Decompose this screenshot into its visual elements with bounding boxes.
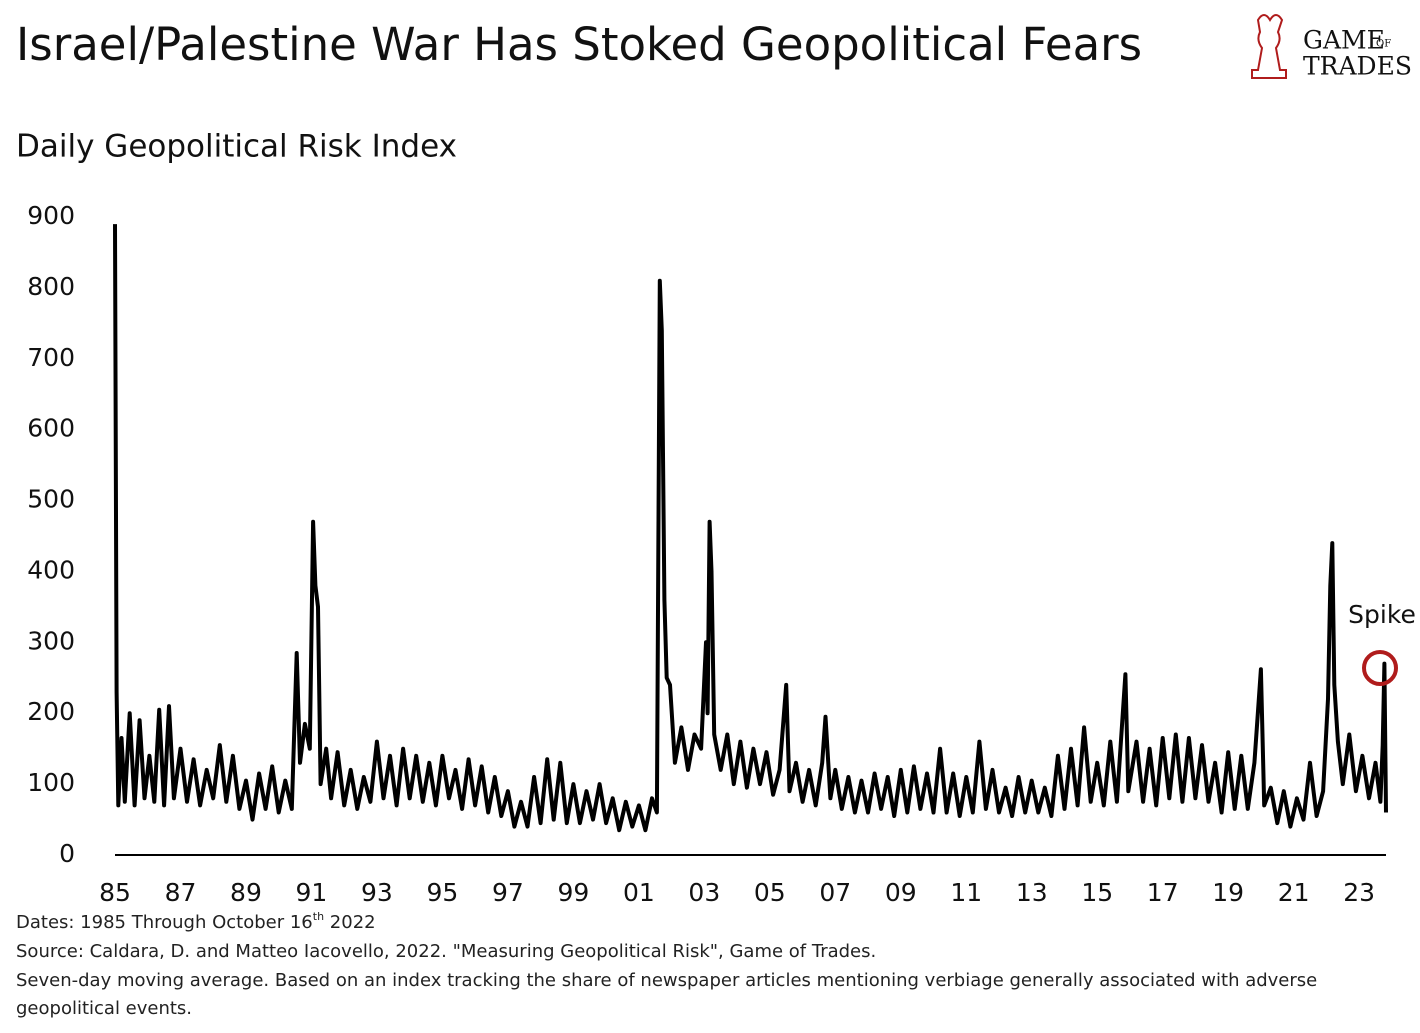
y-tick-label: 800 xyxy=(27,272,75,301)
y-tick-label: 100 xyxy=(27,768,75,797)
x-tick-label: 91 xyxy=(296,878,328,907)
x-tick-label: 13 xyxy=(1016,878,1048,907)
y-tick-label: 900 xyxy=(27,201,75,230)
data-line xyxy=(113,224,1388,833)
chart-subtitle: Daily Geopolitical Risk Index xyxy=(16,129,457,165)
logo-text: TRADES xyxy=(1303,52,1412,81)
x-tick-label: 01 xyxy=(623,878,655,907)
x-tick-label: 05 xyxy=(754,878,786,907)
x-tick-label: 21 xyxy=(1278,878,1310,907)
footnote: Dates: 1985 Through October 16th 2022 xyxy=(16,910,376,933)
x-tick-label: 99 xyxy=(557,878,589,907)
x-tick-label: 07 xyxy=(819,878,851,907)
logo-text: GAME xyxy=(1303,26,1385,55)
x-tick-label: 11 xyxy=(950,878,982,907)
y-tick-label: 700 xyxy=(27,343,75,372)
logo-icon xyxy=(1251,14,1287,79)
x-tick-label: 17 xyxy=(1147,878,1179,907)
annotation: Spike xyxy=(1348,600,1416,629)
footnote: Seven-day moving average. Based on an in… xyxy=(16,970,1317,991)
footnote: geopolitical events. xyxy=(16,998,192,1019)
x-tick-label: 09 xyxy=(885,878,917,907)
y-tick-label: 300 xyxy=(27,626,75,655)
logo: GAME OF TRADES xyxy=(1251,14,1412,81)
x-tick-label: 85 xyxy=(99,878,131,907)
footnote: Source: Caldara, D. and Matteo Iacovello… xyxy=(16,941,876,962)
chart-title: Israel/Palestine War Has Stoked Geopolit… xyxy=(16,18,1142,71)
x-tick-label: 95 xyxy=(427,878,459,907)
x-tick-label: 89 xyxy=(230,878,262,907)
footnote-part: Dates: 1985 Through October 16 xyxy=(16,912,313,933)
y-tick-label: 500 xyxy=(27,485,75,514)
y-tick-label: 0 xyxy=(59,839,75,868)
logo-text: OF xyxy=(1376,39,1391,50)
footnote-part: th xyxy=(313,910,324,923)
y-tick-label: 600 xyxy=(27,414,75,443)
x-tick-label: 93 xyxy=(361,878,393,907)
x-tick-label: 19 xyxy=(1212,878,1244,907)
footnote-part: 2022 xyxy=(324,912,376,933)
x-tick-label: 87 xyxy=(165,878,197,907)
x-tick-label: 23 xyxy=(1343,878,1375,907)
x-tick-label: 97 xyxy=(492,878,524,907)
x-tick-label: 03 xyxy=(688,878,720,907)
x-tick-label: 15 xyxy=(1081,878,1113,907)
y-tick-label: 200 xyxy=(27,697,75,726)
y-tick-label: 400 xyxy=(27,555,75,584)
annotation-circle xyxy=(1362,650,1398,686)
